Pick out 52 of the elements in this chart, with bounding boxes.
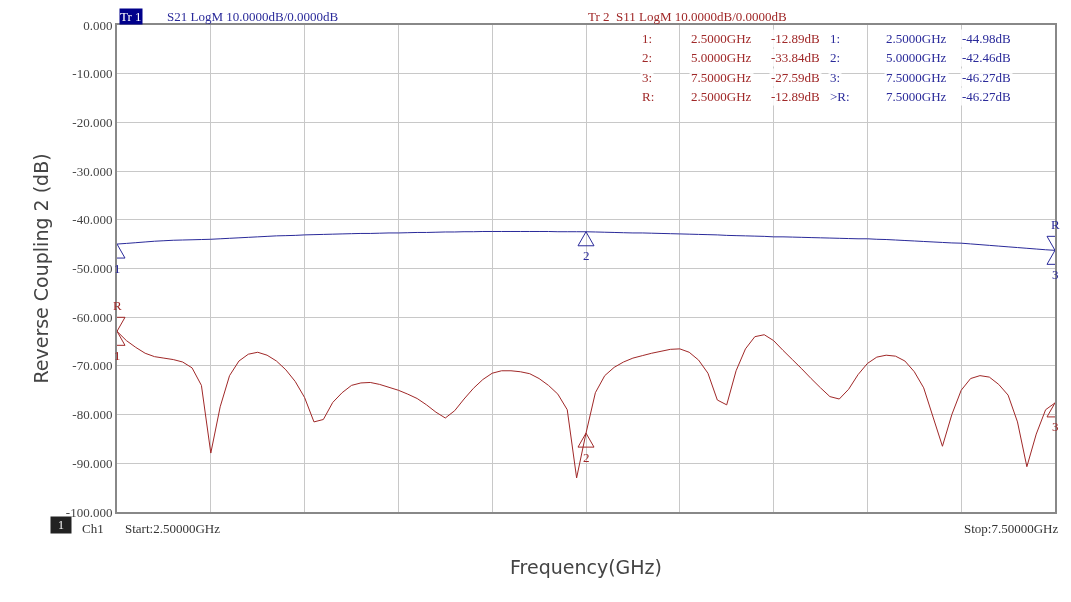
y-tick-label: -40.000 (72, 212, 113, 228)
annotation: 1 (114, 261, 121, 276)
annotation: 2.5000GHz (886, 31, 947, 46)
y-tick-label: -30.000 (72, 163, 113, 179)
text: Ch1 (82, 521, 104, 536)
y-tick-label: -70.000 (72, 358, 113, 374)
y-tick-label: -60.000 (72, 309, 113, 325)
annotation: 5.0000GHz (886, 50, 947, 65)
y-tick-label: -20.000 (72, 114, 113, 130)
text: S21 LogM 10.0000dB/0.0000dB (167, 9, 339, 24)
annotation: -44.98dB (962, 31, 1012, 46)
annotation: 2: (642, 50, 653, 65)
annotation: R: (642, 89, 655, 104)
text: Stop:7.50000GHz (964, 521, 1059, 536)
annotation: 1: (830, 31, 841, 46)
text: Start:2.50000GHz (125, 521, 221, 536)
annotation: -46.27dB (962, 70, 1012, 85)
annotation: 5.0000GHz (691, 50, 752, 65)
annotation: -12.89dB (771, 89, 821, 104)
annotation: 3: (830, 70, 841, 85)
annotation: 2.5000GHz (691, 31, 752, 46)
y-tick-label: -10.000 (72, 66, 113, 82)
annotation: 7.5000GHz (886, 89, 947, 104)
annotation: 7.5000GHz (886, 70, 947, 85)
text: Tr 2 S11 LogM 10.0000dB/0.0000dB (588, 9, 788, 24)
annotation: 7.5000GHz (691, 70, 752, 85)
y-tick-label: -100.000 (65, 504, 113, 520)
annotation: -46.27dB (962, 89, 1012, 104)
text: 1 (52, 518, 70, 532)
annotation: 3 (1052, 419, 1059, 434)
annotation: >R: (830, 89, 850, 104)
y-tick-label: -90.000 (72, 455, 113, 471)
annotation: 3: (642, 70, 653, 85)
annotation: 2 (583, 450, 590, 465)
y-tick-label: -50.000 (72, 261, 113, 277)
annotation: 1 (114, 348, 121, 363)
annotation: 3 (1052, 267, 1059, 282)
annotation: -27.59dB (771, 70, 821, 85)
annotation: -12.89dB (771, 31, 821, 46)
y-axis-title: Reverse Coupling 2 (dB) (30, 153, 53, 384)
annotation: 2.5000GHz (691, 89, 752, 104)
text: Tr 1 (120, 9, 142, 24)
x-axis-title: Frequency(GHz) (510, 556, 662, 579)
annotation: -33.84dB (771, 50, 821, 65)
annotation: 2 (583, 248, 590, 263)
annotation: 2: (830, 50, 841, 65)
annotation: -42.46dB (962, 50, 1012, 65)
y-tick-label: 0.000 (83, 17, 113, 33)
annotation: R (113, 298, 122, 313)
y-tick-label: -80.000 (72, 407, 113, 423)
annotation: 1: (642, 31, 653, 46)
annotation: R (1051, 217, 1060, 232)
